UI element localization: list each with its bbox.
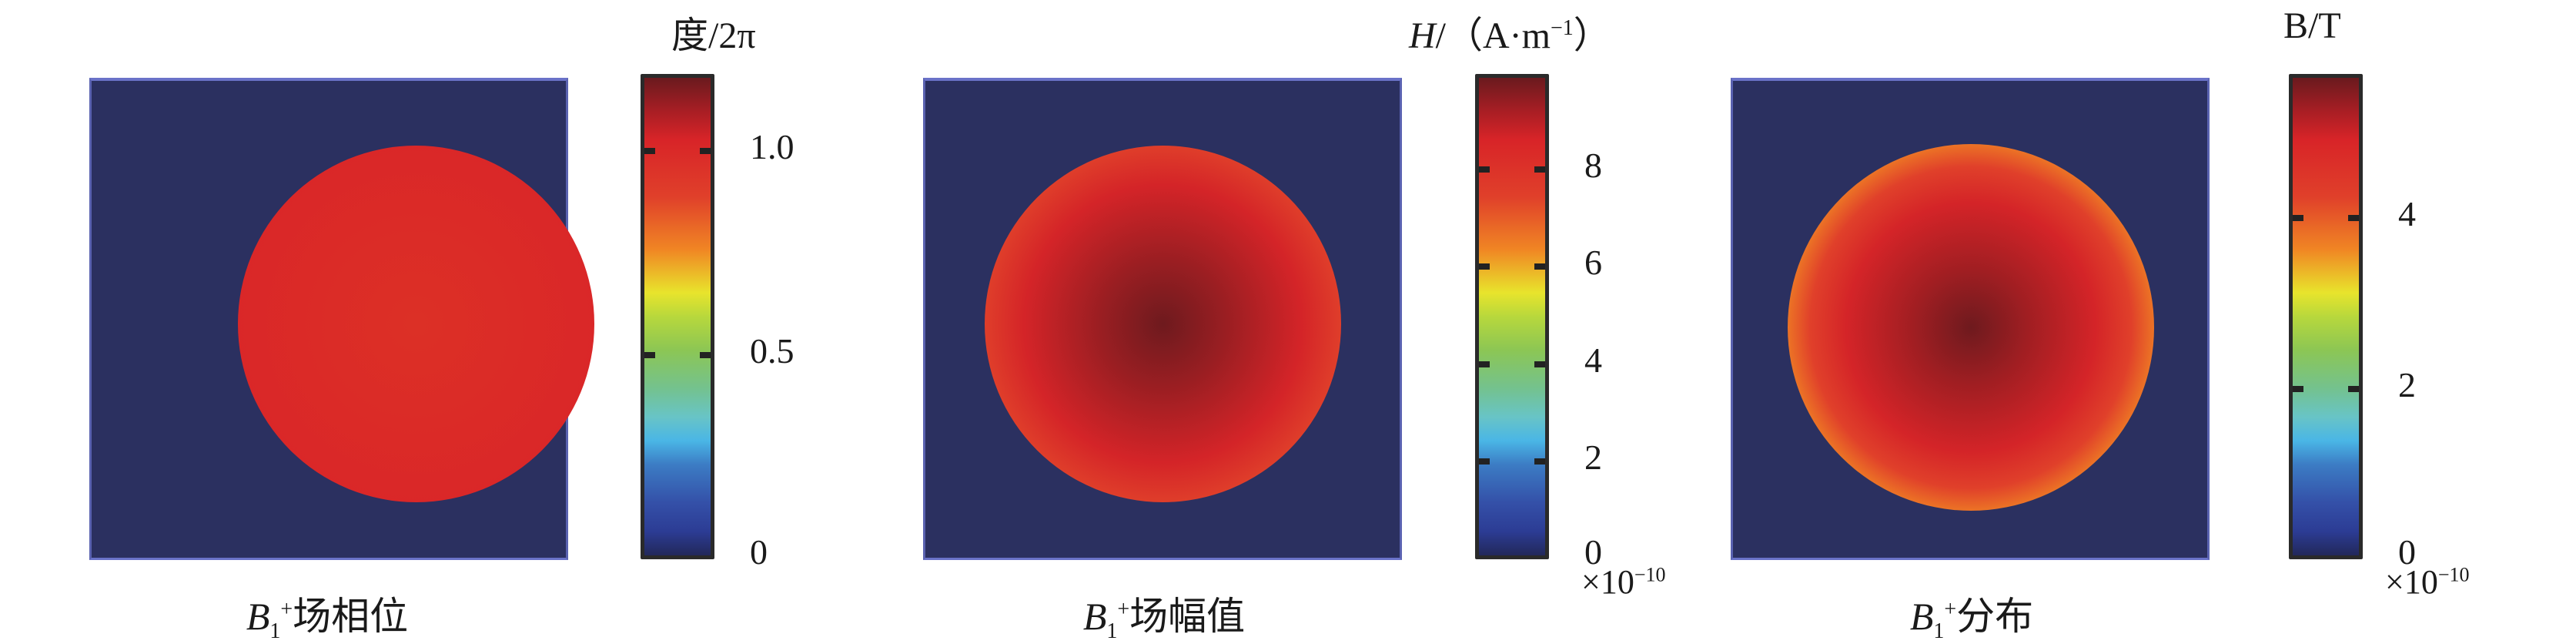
colorbar-tick-label: 4 [2398,194,2416,234]
caption-symbol: B [1909,595,1934,638]
colorbar-1 [641,74,714,559]
mult-base: ×10 [2385,563,2438,601]
colorbar-3 [2289,74,2363,559]
caption-1: B1+场相位 [246,585,408,644]
caption-text: 场相位 [293,595,409,638]
caption-text: 场幅值 [1129,595,1246,638]
caption-2: B1+场幅值 [1083,585,1245,644]
colorbar-2-label: H/（A·m−1） [1409,5,1611,59]
distribution-heatmap [1731,78,2210,560]
caption-sup: + [1117,597,1130,622]
caption-sub: 1 [269,619,281,643]
colorbar-tick-label: 8 [1584,145,1602,185]
colorbar-tick-label: 6 [1584,243,1602,283]
caption-text: 分布 [1956,595,2034,638]
distribution-disk [1788,144,2154,511]
caption-symbol: B [246,595,270,638]
colorbar-tick-label: 0 [1584,532,1602,572]
colorbar-2 [1475,74,1549,559]
amplitude-heatmap [923,78,1402,560]
colorbar-tick-label: 4 [1584,340,1602,380]
mult-exp: −10 [2437,563,2470,586]
colorbar-tick-label: 0 [750,532,768,572]
colorbar-3-label: B/T [2283,5,2341,46]
colorbar-3-multiplier: ×10−10 [2385,562,2470,602]
caption-sup: + [1944,597,1957,622]
mult-base: ×10 [1581,563,1634,601]
caption-sub: 1 [1106,619,1118,643]
phase-heatmap [89,78,594,560]
mult-exp: −10 [1634,563,1666,586]
colorbar-2-multiplier: ×10−10 [1581,562,1666,602]
caption-symbol: B [1082,595,1107,638]
caption-sup: + [280,597,293,622]
colorbar-1-label: 度/2π [671,15,756,56]
caption-3: B1+分布 [1910,585,2033,644]
phase-disk [238,146,594,502]
label-sup: −1 [1551,16,1574,40]
label-italic: H [1409,15,1436,56]
caption-sub: 1 [1933,619,1945,643]
colorbar-tick-label: 2 [1584,438,1602,478]
amplitude-disk [985,146,1341,502]
label-end: ） [1573,15,1611,56]
colorbar-tick-label: 0.5 [750,331,795,371]
label-rest: /（A·m [1435,15,1551,56]
colorbar-tick-label: 0 [2398,532,2416,572]
colorbar-tick-label: 1.0 [750,127,795,167]
colorbar-tick-label: 2 [2398,364,2416,404]
